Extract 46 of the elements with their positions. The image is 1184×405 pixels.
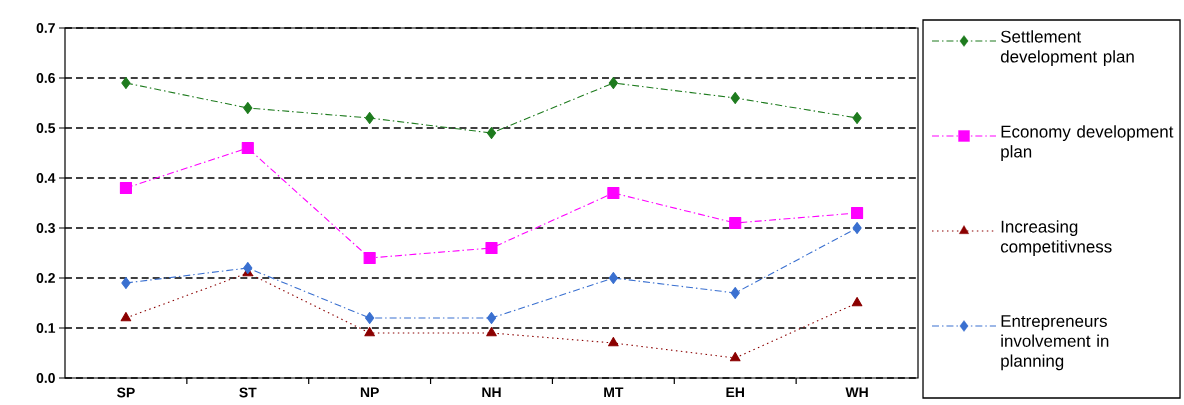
point bbox=[243, 101, 253, 115]
y-tick-label: 0.4 bbox=[36, 173, 56, 183]
point bbox=[608, 271, 619, 285]
legend-label: Increasing competitivness bbox=[1000, 220, 1112, 256]
y-tick-label: 0.2 bbox=[36, 273, 55, 283]
point bbox=[486, 126, 497, 140]
y-tick-label: 0.3 bbox=[36, 223, 55, 233]
point bbox=[243, 261, 253, 275]
x-tick-label: WH bbox=[845, 387, 868, 398]
point bbox=[485, 241, 498, 255]
point bbox=[730, 286, 740, 300]
point bbox=[730, 91, 740, 105]
point bbox=[119, 181, 132, 195]
x-tick-label: ST bbox=[239, 387, 257, 398]
point bbox=[729, 216, 742, 230]
legend-label: Entrepreneurs involvement in planning bbox=[1001, 315, 1109, 371]
point bbox=[120, 311, 132, 322]
point bbox=[486, 311, 497, 325]
x-tick-label: EH bbox=[726, 387, 744, 398]
point bbox=[486, 326, 497, 337]
point bbox=[851, 296, 863, 307]
point bbox=[121, 276, 131, 290]
point bbox=[852, 111, 862, 125]
point bbox=[852, 221, 862, 235]
point bbox=[364, 111, 375, 125]
point bbox=[608, 336, 619, 347]
legend-label: Settlement development plan bbox=[1000, 30, 1134, 66]
point bbox=[241, 141, 254, 155]
y-tick-label: 0.7 bbox=[36, 23, 55, 33]
x-tick-label: NH bbox=[482, 387, 501, 398]
y-tick-label: 0.0 bbox=[36, 373, 55, 383]
point bbox=[608, 76, 619, 90]
point bbox=[729, 351, 741, 362]
x-tick-label: SP bbox=[117, 387, 135, 398]
x-tick-label: NP bbox=[360, 387, 379, 398]
y-tick-label: 0.1 bbox=[36, 323, 56, 333]
legend-label: Economy development plan bbox=[1001, 125, 1174, 161]
y-tick-label: 0.6 bbox=[36, 73, 55, 83]
x-tick-label: MT bbox=[604, 387, 624, 398]
point bbox=[851, 206, 864, 220]
point bbox=[607, 186, 620, 200]
point bbox=[364, 311, 375, 325]
point bbox=[121, 76, 131, 90]
y-tick-label: 0.5 bbox=[36, 123, 56, 133]
point bbox=[364, 326, 375, 337]
point bbox=[363, 251, 376, 265]
